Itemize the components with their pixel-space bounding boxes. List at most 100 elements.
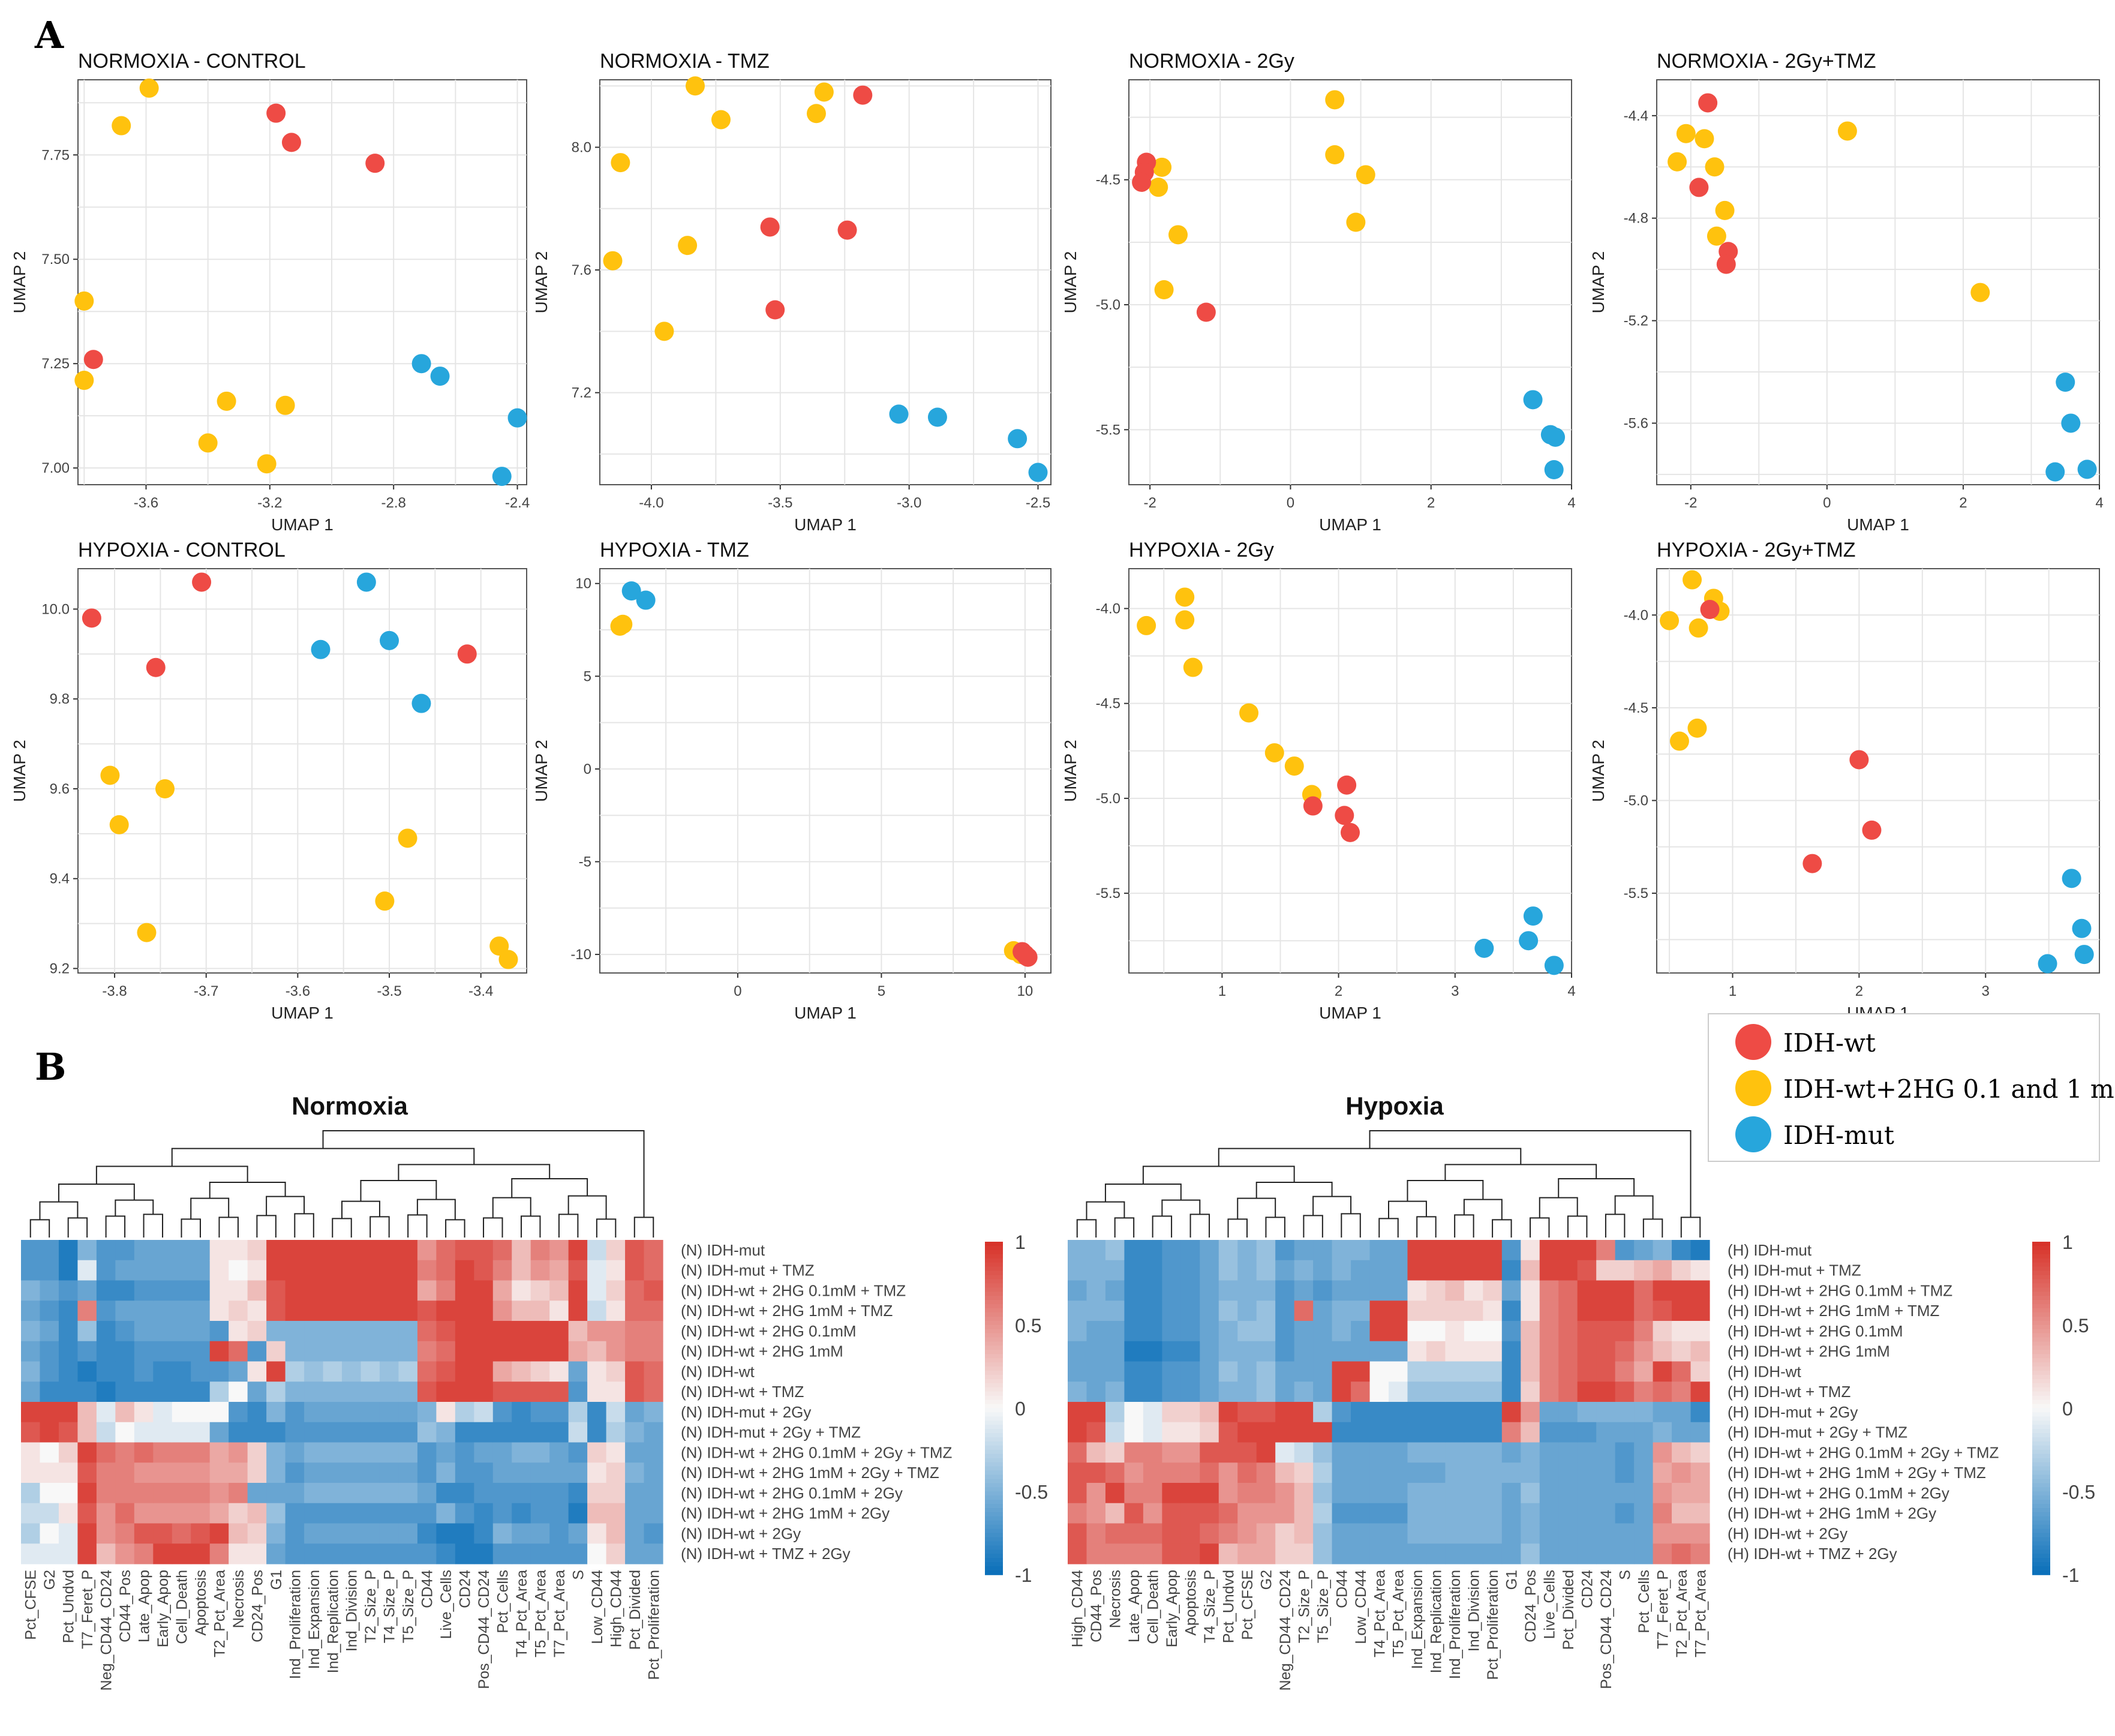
heatmap-cell <box>1690 1301 1710 1321</box>
heatmap-cell <box>398 1442 418 1463</box>
heatmap-cell <box>209 1503 229 1524</box>
heatmap-cell <box>606 1422 626 1443</box>
heatmap-cell <box>379 1341 399 1362</box>
heatmap-cell <box>21 1483 41 1504</box>
heatmap-cell <box>1218 1503 1238 1524</box>
colorbar-step <box>985 1266 1003 1272</box>
heatmap-cell <box>568 1422 588 1443</box>
heatmap-cell <box>1483 1301 1503 1321</box>
heatmap-cell <box>1351 1543 1371 1564</box>
heatmap-row-label: (N) IDH-mut + TMZ <box>681 1262 815 1280</box>
heatmap-cell <box>58 1523 79 1544</box>
x-tick-label: -3.4 <box>468 983 493 999</box>
heatmap-cell <box>1256 1422 1276 1443</box>
heatmap-cell <box>323 1442 343 1463</box>
heatmap-cell <box>1124 1402 1144 1423</box>
heatmap-cell <box>1332 1240 1351 1261</box>
colorbar-step <box>985 1387 1003 1392</box>
heatmap-cell <box>191 1402 211 1423</box>
heatmap-cell <box>1105 1543 1125 1564</box>
heatmap-cell <box>1521 1381 1540 1402</box>
heatmap-cell <box>1577 1483 1597 1504</box>
heatmap-cell <box>40 1543 59 1564</box>
x-axis-label: UMAP 1 <box>794 1004 857 1022</box>
colorbar-step <box>2032 1383 2050 1388</box>
dendrogram-branch <box>1530 1217 1550 1238</box>
dendrogram-branch <box>416 1199 456 1220</box>
heatmap-cell <box>1426 1260 1446 1281</box>
colorbar-step <box>2032 1508 2050 1513</box>
heatmap-cell <box>115 1260 135 1281</box>
heatmap-cell <box>1690 1402 1710 1423</box>
heatmap-cell <box>1483 1361 1503 1382</box>
colorbar-step <box>985 1474 1003 1480</box>
x-axis-label: UMAP 1 <box>1319 515 1381 534</box>
heatmap-cell <box>1521 1462 1540 1483</box>
heatmap-col-label: Low_CD44 <box>1353 1570 1369 1644</box>
heatmap-cell <box>1558 1422 1578 1443</box>
scatter-point <box>281 133 301 152</box>
heatmap-title: Hypoxia <box>1345 1092 1444 1120</box>
heatmap-cell <box>1369 1341 1389 1362</box>
heatmap-cell <box>1143 1523 1162 1544</box>
heatmap-cell <box>625 1280 645 1301</box>
colorbar-step <box>985 1250 1003 1255</box>
heatmap-cell <box>1445 1381 1465 1402</box>
heatmap-cell <box>1200 1260 1219 1281</box>
colorbar-step <box>2032 1350 2050 1355</box>
scatter-point <box>1544 956 1564 975</box>
scatter-point <box>1544 460 1564 479</box>
colorbar-step <box>985 1453 1003 1459</box>
heatmap-cell <box>115 1381 135 1402</box>
heatmap-cell <box>40 1462 59 1483</box>
heatmap-cell <box>1162 1442 1182 1463</box>
heatmap-cell <box>1634 1341 1654 1362</box>
colorbar-step <box>985 1308 1003 1313</box>
scatter-point <box>198 433 218 453</box>
heatmap-cell <box>1483 1543 1503 1564</box>
heatmap-cell <box>58 1341 79 1362</box>
colorbar-step <box>985 1520 1003 1525</box>
dendrogram-branch <box>445 1219 465 1238</box>
heatmap-cell <box>1653 1462 1672 1483</box>
colorbar-step <box>2032 1441 2050 1446</box>
heatmap-col-label: Neg_CD44_CD24 <box>1277 1570 1294 1691</box>
heatmap-row-label: (H) IDH-wt + TMZ <box>1728 1383 1850 1401</box>
y-tick-label: -5.0 <box>1624 792 1648 809</box>
heatmap-cell <box>229 1381 248 1402</box>
heatmap-col-label: Ind_Proliferation <box>1447 1570 1464 1679</box>
heatmap-row-label: (H) IDH-wt + 2HG 0.1mM + 2Gy <box>1728 1484 1949 1502</box>
heatmap-cell <box>1501 1402 1521 1423</box>
colorbar-step <box>985 1304 1003 1309</box>
heatmap-cell <box>1237 1402 1257 1423</box>
heatmap-cell <box>1539 1240 1559 1261</box>
heatmap-cell <box>1690 1321 1710 1342</box>
heatmap-cell <box>21 1422 41 1443</box>
heatmap-cell <box>644 1402 663 1423</box>
colorbar-step <box>2032 1316 2050 1321</box>
heatmap-cell <box>1143 1301 1162 1321</box>
heatmap-cell <box>455 1503 474 1524</box>
heatmap-cell <box>247 1240 267 1261</box>
heatmap-cell <box>342 1321 362 1342</box>
heatmap-cell <box>1426 1240 1446 1261</box>
colorbar-step <box>2032 1254 2050 1259</box>
heatmap-cell <box>530 1503 550 1524</box>
heatmap-cell <box>474 1543 494 1564</box>
heatmap-cell <box>153 1301 173 1321</box>
x-axis-label: UMAP 1 <box>794 515 857 534</box>
heatmap-cell <box>549 1381 569 1402</box>
heatmap-cell <box>1501 1523 1521 1544</box>
heatmap-cell <box>644 1321 663 1342</box>
heatmap-cell <box>1464 1321 1483 1342</box>
heatmap-cell <box>1237 1260 1257 1281</box>
colorbar-step <box>2032 1566 2050 1571</box>
colorbar-step <box>985 1345 1003 1351</box>
heatmap-cell <box>360 1543 380 1564</box>
heatmap-cell <box>1086 1422 1106 1443</box>
colorbar-step <box>2032 1429 2050 1434</box>
heatmap-cell <box>587 1402 607 1423</box>
heatmap-cell <box>1294 1523 1314 1544</box>
heatmap-cell <box>266 1301 286 1321</box>
dendrogram-branch <box>1086 1201 1125 1220</box>
